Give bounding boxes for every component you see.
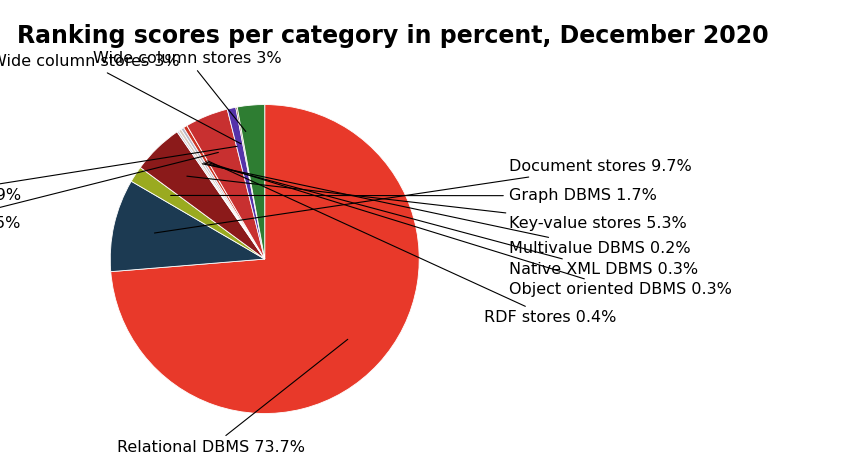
Text: Native XML DBMS 0.3%: Native XML DBMS 0.3%	[204, 163, 697, 277]
Text: Object oriented DBMS 0.3%: Object oriented DBMS 0.3%	[206, 162, 731, 298]
Wedge shape	[187, 109, 264, 259]
Wedge shape	[110, 181, 264, 272]
Text: Key-value stores 5.3%: Key-value stores 5.3%	[187, 176, 686, 231]
Wedge shape	[235, 107, 264, 259]
Text: Ranking scores per category in percent, December 2020: Ranking scores per category in percent, …	[17, 24, 768, 48]
Text: Relational DBMS 73.7%: Relational DBMS 73.7%	[117, 339, 347, 455]
Text: Time Series DBMS 0.9%: Time Series DBMS 0.9%	[0, 146, 237, 203]
Text: Wide column stores 3%: Wide column stores 3%	[93, 51, 281, 131]
Text: RDF stores 0.4%: RDF stores 0.4%	[207, 161, 616, 325]
Wedge shape	[237, 105, 264, 259]
Text: Document stores 9.7%: Document stores 9.7%	[154, 159, 691, 233]
Wedge shape	[177, 131, 264, 259]
Text: Search engines 4.5%: Search engines 4.5%	[0, 153, 218, 231]
Text: Multivalue DBMS 0.2%: Multivalue DBMS 0.2%	[202, 164, 689, 256]
Wedge shape	[131, 168, 264, 259]
Wedge shape	[140, 132, 264, 259]
Text: Wide column stores 3%: Wide column stores 3%	[0, 54, 241, 144]
Wedge shape	[178, 129, 264, 259]
Wedge shape	[111, 105, 419, 414]
Wedge shape	[181, 128, 264, 259]
Wedge shape	[227, 107, 264, 259]
Wedge shape	[183, 126, 264, 259]
Text: Graph DBMS 1.7%: Graph DBMS 1.7%	[171, 188, 656, 203]
